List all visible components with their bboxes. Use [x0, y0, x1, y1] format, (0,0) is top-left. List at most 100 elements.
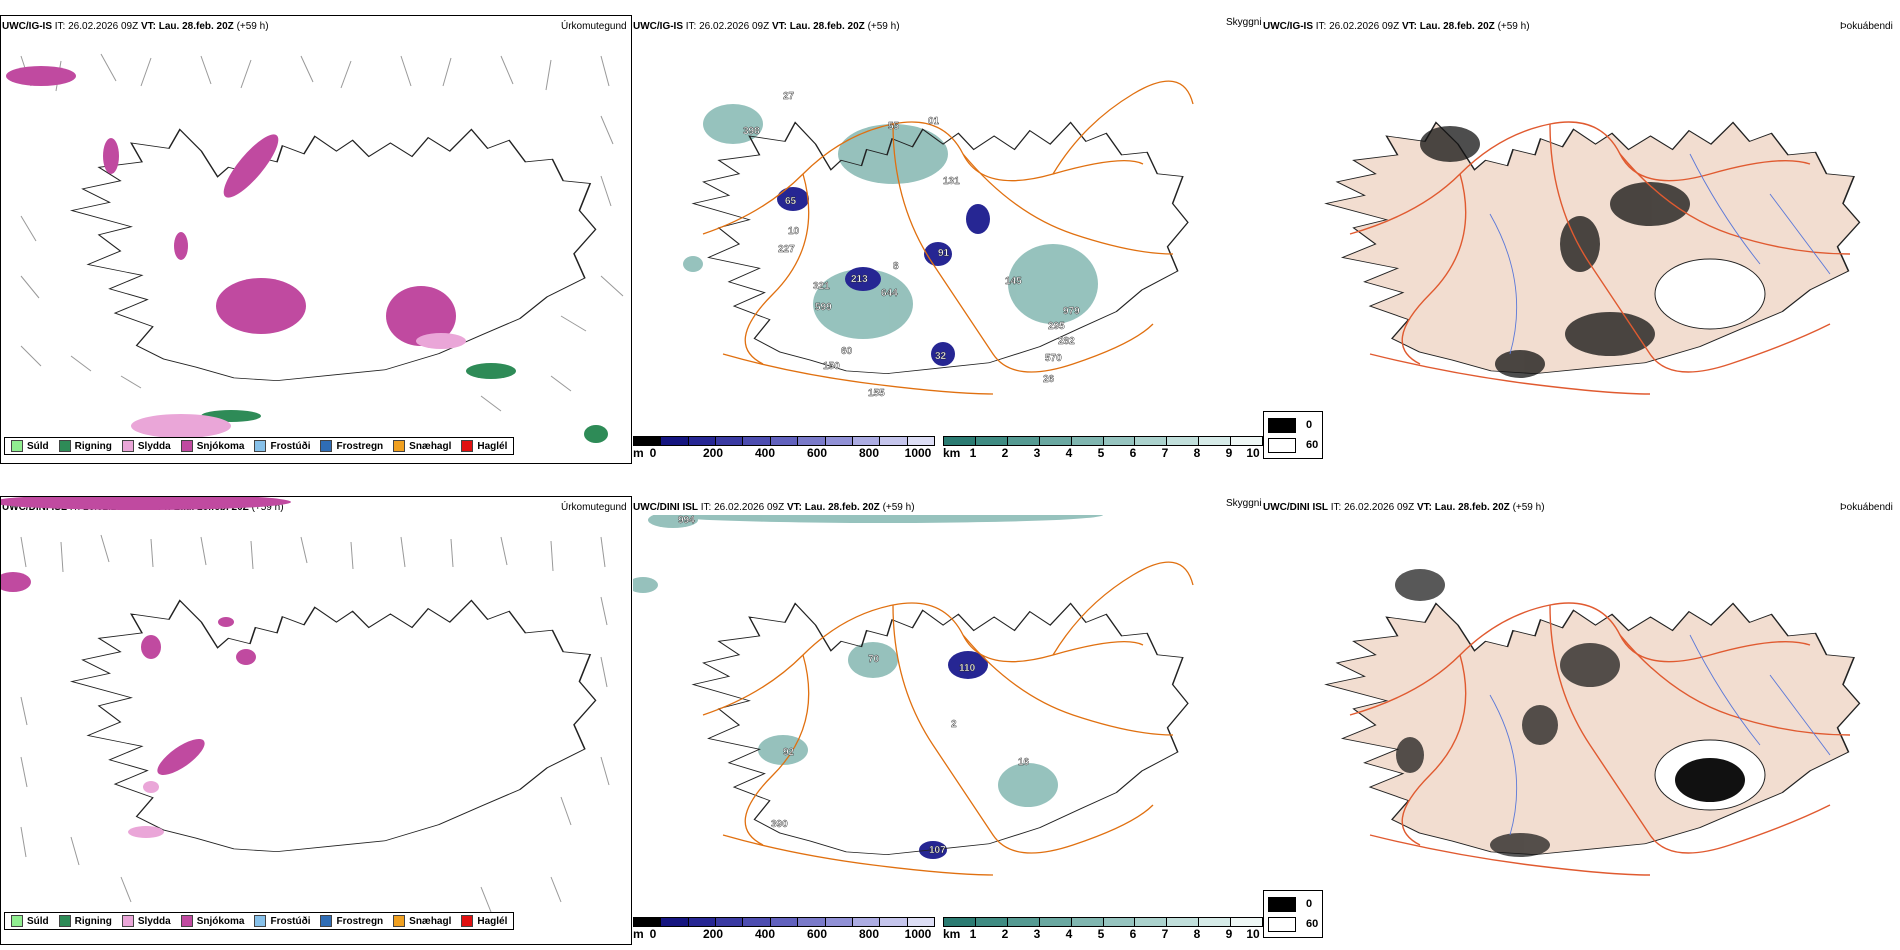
snow-areas [6, 66, 456, 346]
ceiling-label: 01 [928, 116, 940, 127]
ceiling-label: 644 [881, 288, 898, 299]
ceiling-label: 16 [1018, 757, 1030, 768]
ceiling-label: 107 [929, 845, 946, 856]
ceiling-label: 570 [1045, 353, 1062, 364]
lead-time: (+59 h) [251, 502, 284, 513]
model-name: UWC/IG-IS [633, 21, 683, 32]
sleet-areas [128, 781, 164, 838]
legend-label: Rigning [74, 915, 112, 927]
ceiling-label: 70 [868, 654, 880, 665]
ceiling-label: 26 [1043, 374, 1055, 385]
ceiling-colorbar: m 0 200 400 600 800 1000 [633, 436, 935, 460]
legend-item-snow: Snjókoma [180, 440, 244, 452]
legend-label: Haglél [477, 915, 508, 927]
ceiling-label: 979 [1063, 306, 1080, 317]
legend-item-snow-pellets: Snæhagl [393, 440, 451, 452]
ceiling-label: 131 [943, 176, 960, 187]
ceiling-label: 150 [823, 361, 840, 372]
ceiling-colorbar-ticks: m 0 200 400 600 800 1000 [633, 446, 935, 460]
fog-title: Þokuábendi [1840, 502, 1893, 513]
precip-map [0, 496, 632, 945]
fog-map-canvas [1290, 515, 1890, 915]
legend-swatch [180, 915, 193, 927]
ceiling-label: 110 [959, 663, 976, 674]
tick-label: 600 [806, 446, 828, 460]
legend-item-drizzle: Súld [11, 440, 49, 452]
fog-swatch [1268, 916, 1296, 932]
ceiling-label: 155 [868, 388, 885, 399]
valid-time: Lau. 28.feb. 20Z [1419, 21, 1495, 32]
visibility-unit: km [943, 927, 961, 941]
valid-time-label: VT: [1416, 502, 1432, 513]
visibility-header: UWC/IG-IS IT: 26.02.2026 09Z VT: Lau. 28… [633, 21, 900, 32]
coastline [72, 130, 596, 381]
ceiling-value-labels: 994 70 110 92 2 16 390 107 [678, 515, 1030, 856]
tick-label: 0 [649, 927, 657, 941]
legend-item-freezing-rain: Frostregn [320, 915, 383, 927]
ceiling-label: 2 [951, 719, 957, 730]
tick-label: 2 [1001, 927, 1009, 941]
legend-item-sleet: Slydda [121, 440, 171, 452]
ceiling-label: 32 [935, 351, 947, 362]
tick-label: 400 [754, 446, 776, 460]
tick-label: 8 [1193, 927, 1201, 941]
sleet-areas [131, 333, 466, 438]
tick-label: 4 [1065, 927, 1073, 941]
legend-swatch [11, 915, 23, 927]
ceiling-label: 213 [851, 274, 868, 285]
legend-swatch [393, 915, 406, 927]
legend-swatch [11, 440, 23, 452]
legend-label: Snæhagl [409, 440, 452, 452]
ceiling-areas [777, 187, 990, 366]
tick-label: 9 [1225, 927, 1233, 941]
legend-label: Rigning [74, 440, 112, 452]
precip-map [0, 15, 632, 464]
valid-time-label: VT: [786, 502, 802, 513]
valid-time: Lau. 28.feb. 20Z [789, 21, 865, 32]
fog-legend-label: 0 [1306, 898, 1313, 910]
tick-label: 1000 [904, 927, 932, 941]
visibility-colorbar-ticks: km 1 2 3 4 5 6 7 8 9 10 [943, 446, 1263, 460]
model-name: UWC/DINI ISL [1263, 502, 1328, 513]
tick-label: 7 [1161, 446, 1169, 460]
precip-legend: Súld Rigning Slydda Snjókoma Frostúði Fr… [4, 912, 515, 930]
legend-label: Snjókoma [196, 915, 245, 927]
tick-label: 1 [969, 446, 977, 460]
legend-swatch [393, 440, 406, 452]
ceiling-label: 92 [783, 747, 795, 758]
legend-swatch [58, 915, 71, 927]
wind-barbs [20, 534, 610, 913]
ceiling-colorbar-bar [633, 436, 935, 446]
fog-legend-row: 60 [1268, 435, 1318, 455]
visibility-areas [633, 515, 1103, 807]
legend-label: Slydda [137, 915, 171, 927]
model-name: UWC/IG-IS [2, 21, 52, 32]
tick-label: 1000 [904, 446, 932, 460]
ceiling-label: 994 [678, 515, 695, 526]
visibility-colorbar: km 1 2 3 4 5 6 7 8 9 10 [943, 436, 1263, 460]
fog-swatch [1268, 896, 1296, 912]
fog-legend-row: 60 [1268, 914, 1318, 934]
lead-time: (+59 h) [867, 21, 900, 32]
ceiling-colorbar-ticks: m 0 200 400 600 800 1000 [633, 927, 935, 941]
wind-barbs [20, 53, 624, 412]
fog-map-canvas [1290, 34, 1890, 434]
visibility-map-canvas: 994 70 110 92 2 16 390 107 [633, 515, 1263, 915]
tick-label: 5 [1097, 446, 1105, 460]
ceiling-label: 55 [888, 121, 900, 132]
init-time: IT: 26.02.2026 09Z [1315, 21, 1400, 32]
ceiling-unit: m [633, 446, 644, 460]
legend-item-freezing-drizzle: Frostúði [254, 440, 310, 452]
rain-areas [201, 363, 608, 443]
tick-label: 600 [806, 927, 828, 941]
legend-swatch [121, 440, 134, 452]
fog-dark-areas [1420, 126, 1690, 378]
ceiling-label: 145 [1005, 276, 1022, 287]
legend-swatch [121, 915, 134, 927]
legend-item-drizzle: Súld [11, 915, 49, 927]
tick-label: 200 [702, 927, 724, 941]
legend-swatch [320, 440, 333, 452]
fog-header: UWC/IG-IS IT: 26.02.2026 09Z VT: Lau. 28… [1263, 21, 1530, 32]
legend-label: Frostregn [336, 440, 384, 452]
rivers [1489, 634, 1831, 836]
